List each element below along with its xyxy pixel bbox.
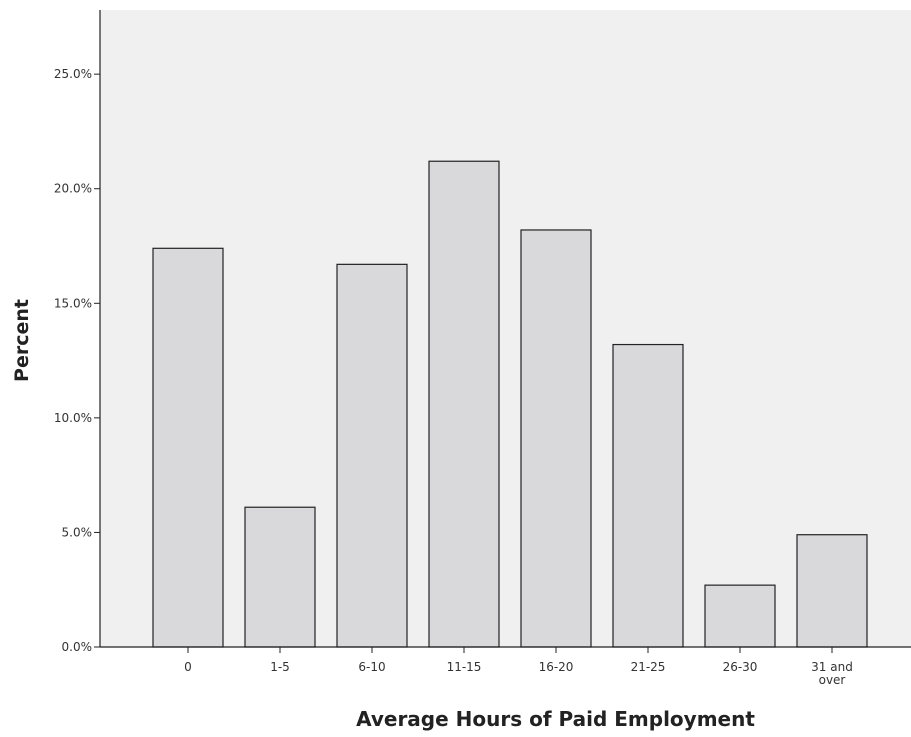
y-tick-label-4: 20.0% [54,182,92,196]
plot-area [100,10,911,647]
x-tick-label-5: 21-25 [631,660,666,674]
x-tick-label-0: 0 [184,660,192,674]
bar-5 [612,343,684,648]
x-tick-label-6: 26-30 [723,660,758,674]
bar-1 [244,506,316,648]
bar-7 [796,534,868,648]
bar-6 [704,584,776,648]
bars-group [152,160,868,648]
y-tick-label-1: 5.0% [62,525,93,539]
x-tick-label-4: 16-20 [539,660,574,674]
y-tick-label-3: 15.0% [54,296,92,310]
bar-3 [428,160,500,648]
y-axis-title: Percent [11,299,33,382]
x-tick-label-2: 6-10 [358,660,385,674]
y-tick-label-5: 25.0% [54,67,92,81]
bar-0 [152,247,224,648]
bar-2 [336,263,408,648]
x-ticks-group: 0 1-5 6-10 11-15 16-20 21-25 26-30 31 and over [184,647,853,687]
x-tick-label-1: 1-5 [270,660,290,674]
y-ticks-group: 0.0% 5.0% 10.0% 15.0% 20.0% 25.0% [54,67,100,654]
x-tick-label-7: 31 and over [811,660,853,687]
x-axis-title: Average Hours of Paid Employment [356,707,755,731]
bar-4 [520,229,592,648]
y-tick-label-0: 0.0% [62,640,93,654]
x-tick-label-3: 11-15 [447,660,482,674]
y-tick-label-2: 10.0% [54,411,92,425]
